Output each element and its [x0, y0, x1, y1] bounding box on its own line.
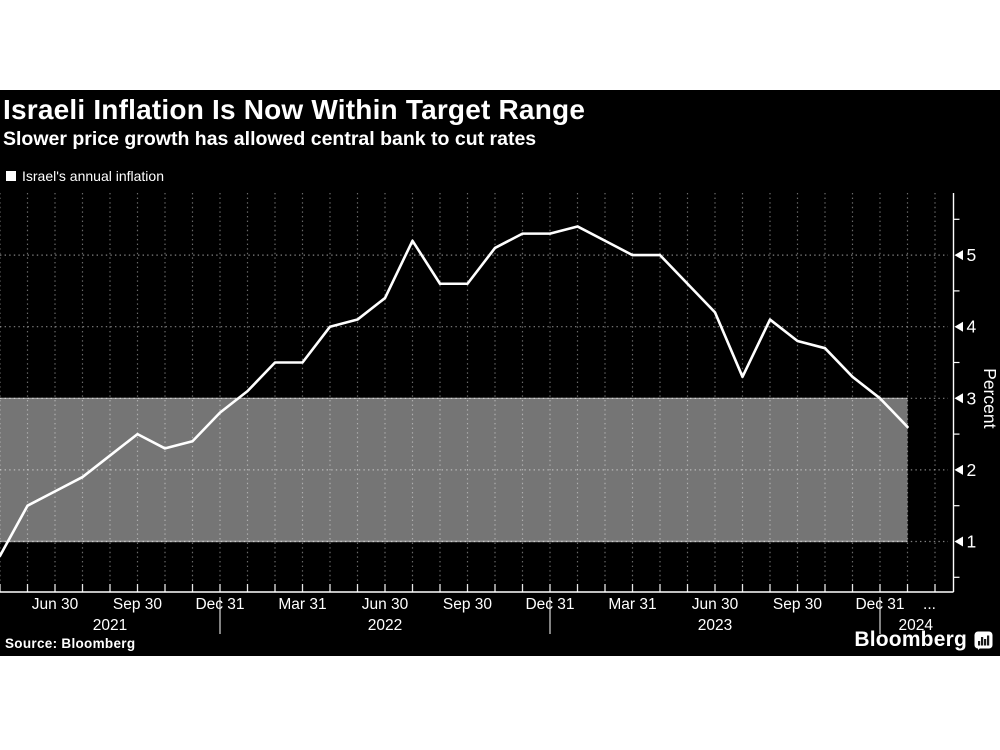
- bloomberg-logo-text: Bloomberg: [854, 628, 967, 651]
- horizontal-gridlines: [0, 254, 948, 543]
- svg-text:Dec 31: Dec 31: [855, 596, 904, 613]
- source-attribution: Source: Bloomberg: [5, 636, 136, 651]
- svg-text:Mar 31: Mar 31: [608, 596, 656, 613]
- svg-text:5: 5: [967, 245, 977, 265]
- svg-text:Mar 31: Mar 31: [278, 596, 326, 613]
- svg-text:3: 3: [967, 388, 977, 408]
- svg-text:Sep 30: Sep 30: [443, 596, 493, 613]
- svg-text:2024: 2024: [899, 617, 934, 634]
- chart-panel: Jun 30 Sep 30 Dec 31 Mar 31 Jun 30 Sep 30 Dec …: [0, 90, 1000, 656]
- bloomberg-brand: Bloomberg: [854, 628, 993, 652]
- x-axis: [0, 584, 954, 634]
- chart-subtitle: Slower price growth has allowed central …: [3, 128, 537, 150]
- svg-text:...: ...: [923, 596, 936, 613]
- svg-text:Jun 30: Jun 30: [362, 596, 409, 613]
- legend-label: Israel's annual inflation: [22, 168, 164, 184]
- svg-text:2023: 2023: [698, 617, 732, 634]
- bloomberg-logo-icon: [974, 631, 993, 650]
- y-axis-title: Percent: [980, 368, 1000, 428]
- y-axis: 1 2 3 4 5 Percent: [952, 193, 1000, 592]
- inflation-line-chart: Jun 30 Sep 30 Dec 31 Mar 31 Jun 30 Sep 30 Dec …: [0, 193, 1000, 634]
- legend-swatch-icon: [6, 171, 16, 181]
- inflation-series-line: [0, 225, 909, 558]
- svg-text:Sep 30: Sep 30: [113, 596, 163, 613]
- svg-text:2: 2: [967, 460, 977, 480]
- svg-text:1: 1: [967, 532, 977, 552]
- svg-text:Dec 31: Dec 31: [525, 596, 574, 613]
- legend: Israel's annual inflation: [6, 168, 164, 184]
- vertical-gridlines: [0, 193, 936, 584]
- svg-text:2022: 2022: [368, 617, 402, 634]
- svg-text:Jun 30: Jun 30: [692, 596, 739, 613]
- svg-text:Dec 31: Dec 31: [195, 596, 244, 613]
- target-range-band: [0, 397, 908, 543]
- svg-text:4: 4: [967, 317, 977, 337]
- chart-title: Israeli Inflation Is Now Within Target R…: [3, 94, 586, 125]
- svg-text:2021: 2021: [93, 617, 127, 634]
- svg-text:Jun 30: Jun 30: [32, 596, 79, 613]
- svg-text:Sep 30: Sep 30: [773, 596, 823, 613]
- x-axis-labels: Jun 30 Sep 30 Dec 31 Mar 31 Jun 30 Sep 30 Dec …: [32, 596, 936, 634]
